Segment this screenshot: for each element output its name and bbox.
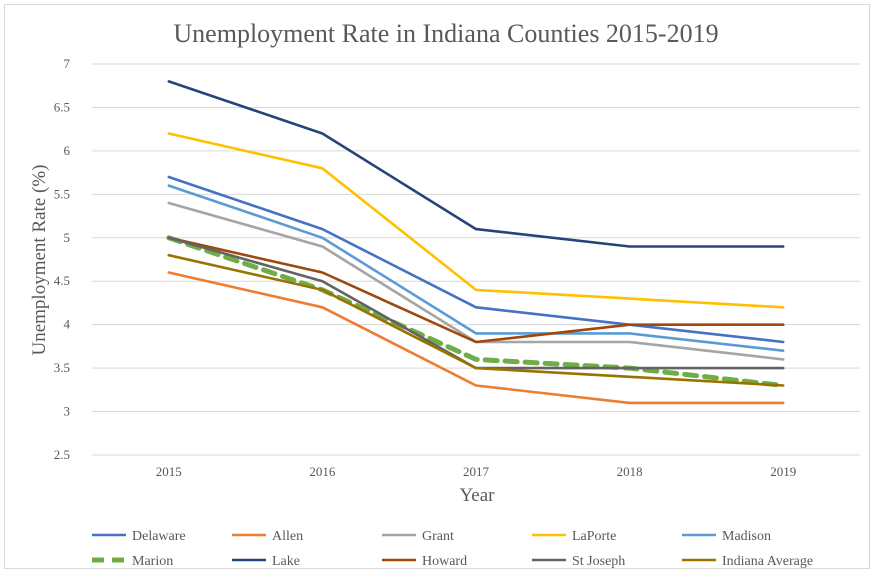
y-tick-label: 5.5 <box>54 186 70 201</box>
legend: Delaware Allen Grant LaPorte Madison Marion La… <box>92 529 813 569</box>
legend-label: Allen <box>272 529 303 544</box>
y-tick-label: 6.5 <box>54 99 70 114</box>
series-lines <box>166 80 786 405</box>
y-axis-title: Unemployment Rate (%) <box>29 164 50 355</box>
series-line-delaware <box>167 175 785 344</box>
y-axis-ticks: 2.5 3 3.5 4 4.5 5 5.5 6 6.5 7 <box>54 56 71 462</box>
legend-label: Delaware <box>132 529 186 544</box>
legend-label: Marion <box>132 554 173 569</box>
legend-item: LaPorte <box>532 529 616 544</box>
x-axis-title: Year <box>459 485 495 506</box>
legend-label: Grant <box>422 529 454 544</box>
legend-label: St Joseph <box>572 554 625 569</box>
y-tick-label: 3 <box>64 404 71 419</box>
y-tick-label: 2.5 <box>54 447 70 462</box>
chart-title: Unemployment Rate in Indiana Counties 20… <box>173 19 718 48</box>
x-tick-label: 2015 <box>156 464 182 479</box>
legend-item: Delaware <box>92 529 186 544</box>
series-line-howard <box>167 236 785 344</box>
x-tick-label: 2019 <box>770 464 796 479</box>
legend-item: Marion <box>92 554 173 569</box>
x-tick-label: 2016 <box>309 464 336 479</box>
y-tick-label: 4 <box>64 317 71 332</box>
x-axis-ticks: 2015 2016 2017 2018 2019 <box>156 464 796 479</box>
y-tick-label: 3.5 <box>54 360 70 375</box>
legend-item: Howard <box>382 554 467 569</box>
legend-item: Lake <box>232 554 300 569</box>
legend-item: Madison <box>682 529 771 544</box>
x-tick-label: 2018 <box>617 464 643 479</box>
legend-label: Madison <box>722 529 771 544</box>
chart-frame <box>4 4 870 569</box>
series-line-allen <box>167 271 785 405</box>
y-tick-label: 5 <box>64 230 71 245</box>
legend-label: Howard <box>422 554 467 569</box>
series-line-madison <box>167 184 785 353</box>
y-tick-label: 6 <box>64 143 71 158</box>
y-tick-label: 4.5 <box>54 273 70 288</box>
legend-label: LaPorte <box>572 529 616 544</box>
y-tick-label: 7 <box>64 56 71 71</box>
series-line-marion <box>166 235 786 388</box>
legend-item: Grant <box>382 529 454 544</box>
x-tick-label: 2017 <box>463 464 490 479</box>
series-line-lake <box>167 80 785 248</box>
legend-item: Allen <box>232 529 303 544</box>
legend-label: Lake <box>272 554 300 569</box>
legend-item: Indiana Average <box>682 554 813 569</box>
series-line-indiana-average <box>167 253 785 387</box>
legend-item: St Joseph <box>532 554 625 569</box>
legend-label: Indiana Average <box>722 554 813 569</box>
series-line-laporte <box>167 132 785 309</box>
gridlines <box>92 63 860 456</box>
